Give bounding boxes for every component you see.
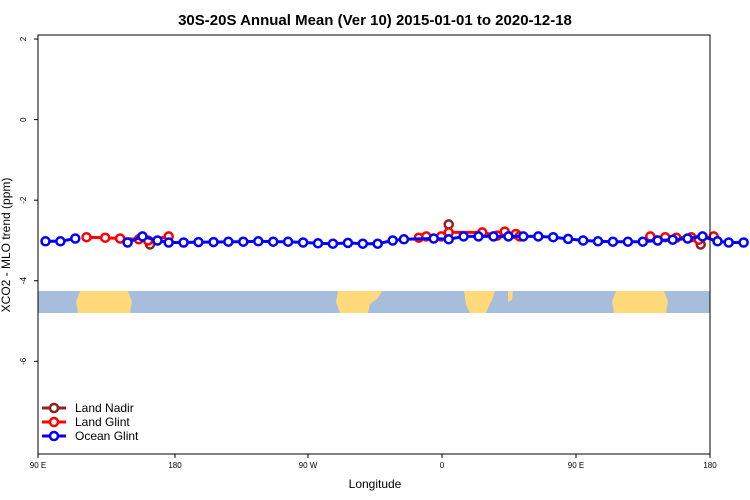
data-point-ocean-glint [398,234,410,245]
data-point-ocean-glint [122,237,133,248]
y-tick-label: -6 [19,357,28,365]
data-point-ocean-glint [327,238,339,249]
data-point-ocean-glint [738,237,749,248]
legend-marker-land-nadir [48,402,60,414]
data-point-ocean-glint [533,231,544,242]
data-point-ocean-glint [473,231,484,242]
data-point-ocean-glint [297,237,309,248]
data-point-ocean-glint [282,236,294,247]
data-point-ocean-glint [387,235,398,246]
x-tick-label: 90 W [299,461,318,470]
data-point-ocean-glint [208,236,219,248]
series-ocean-glint [40,231,749,249]
data-point-ocean-glint [547,231,559,243]
legend: Land Nadir Land Glint Ocean Glint [42,401,139,443]
data-point-land-glint [114,233,126,244]
data-point-ocean-glint [518,231,529,242]
map-strip [38,291,710,313]
x-axis-ticks: 90 E 180 90 W 0 90 E 180 [30,454,717,470]
data-point-ocean-glint [267,236,279,247]
x-tick-label: 180 [168,461,182,470]
data-point-ocean-glint [458,231,469,242]
land-mass-australia [76,291,132,313]
legend-marker-ocean-glint [48,430,60,442]
land-mass-south-america [336,291,382,313]
data-point-ocean-glint [637,236,649,247]
data-point-ocean-glint [443,234,454,245]
data-point-ocean-glint [488,231,499,242]
data-point-ocean-glint [178,237,189,248]
data-point-ocean-glint [163,237,174,248]
data-point-ocean-glint [253,236,264,247]
data-point-ocean-glint [312,238,324,249]
x-tick-label: 0 [440,461,445,470]
land-mass-australia-repeat [612,291,668,313]
ocean-band [38,291,710,313]
data-point-ocean-glint [40,236,51,247]
legend-marker-land-glint [48,416,60,428]
data-point-ocean-glint [682,233,693,244]
data-point-ocean-glint [607,236,619,247]
chart-title: 30S-20S Annual Mean (Ver 10) 2015-01-01 … [178,12,572,29]
y-tick-label: -4 [19,277,28,285]
data-point-ocean-glint [372,238,383,249]
y-tick-label: 2 [19,36,28,41]
x-axis-label: Longitude [349,477,402,491]
data-point-ocean-glint [622,236,634,247]
data-point-ocean-glint [357,238,369,249]
data-point-ocean-glint [55,236,66,247]
y-axis-label: XCO2 - MLO trend (ppm) [0,178,13,313]
data-point-land-glint [99,232,111,243]
data-point-ocean-glint [152,235,163,246]
data-point-ocean-glint [667,234,678,245]
legend-label-land-glint: Land Glint [75,415,130,429]
data-point-ocean-glint [562,233,574,245]
x-tick-label: 90 E [30,461,46,470]
data-point-ocean-glint [70,233,81,244]
data-point-ocean-glint [712,236,723,247]
data-point-ocean-glint [652,235,663,246]
data-point-ocean-glint [577,235,589,246]
data-point-ocean-glint [223,236,234,247]
data-point-ocean-glint [342,237,354,249]
legend-label-land-nadir: Land Nadir [75,401,134,415]
data-point-land-glint [81,231,92,243]
y-axis-ticks: 2 0 -2 -4 -6 [19,36,38,365]
land-mass-africa [464,291,495,313]
x-tick-label: 180 [703,461,717,470]
data-point-ocean-glint [697,231,708,242]
data-point-ocean-glint [193,236,204,248]
y-tick-label: -2 [19,196,28,204]
data-point-ocean-glint [592,236,604,247]
y-tick-label: 0 [19,117,28,122]
data-point-ocean-glint [723,237,734,248]
data-point-ocean-glint [503,231,514,242]
x-tick-label: 90 E [568,461,584,470]
data-point-ocean-glint [428,233,439,244]
plot-marks [40,219,749,250]
plot-frame [37,34,711,455]
legend-label-ocean-glint: Ocean Glint [75,429,139,443]
data-point-ocean-glint [137,231,148,242]
land-mass-madagascar [508,291,513,302]
data-point-ocean-glint [238,236,249,247]
